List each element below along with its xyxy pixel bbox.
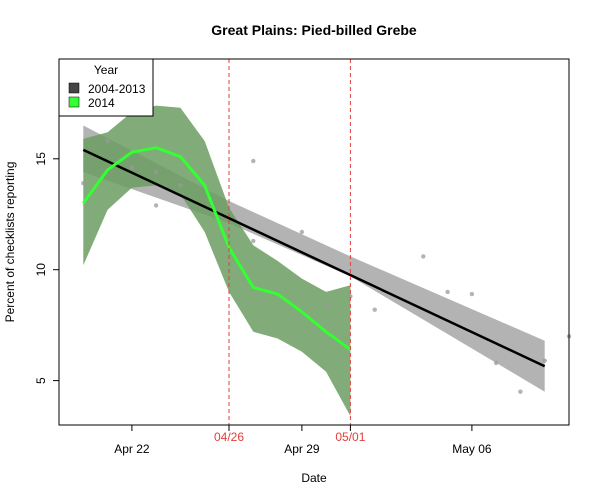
legend-label-2014: 2014 bbox=[88, 96, 115, 110]
band-2014 bbox=[83, 105, 351, 417]
scatter-point-1 bbox=[105, 138, 110, 144]
scatter-point-15 bbox=[469, 291, 475, 297]
y-tick-label-1: 10 bbox=[34, 263, 48, 277]
scatter-point-4 bbox=[153, 169, 159, 175]
reference-label-1: 05/01 bbox=[335, 430, 365, 444]
y-tick-label-2: 15 bbox=[34, 152, 48, 166]
x-axis: 04/26 05/01 Apr 22 Apr 29 May 06 bbox=[114, 425, 492, 456]
plot-layer bbox=[81, 59, 572, 425]
x-tick-label-1: Apr 29 bbox=[284, 442, 320, 456]
y-axis: 5 10 15 bbox=[34, 152, 59, 384]
legend-swatch-2014 bbox=[68, 96, 80, 108]
x-axis-title: Date bbox=[301, 471, 327, 485]
chart-title: Great Plains: Pied-billed Grebe bbox=[211, 22, 417, 38]
x-tick-label-2: May 06 bbox=[452, 442, 492, 456]
plot-frame bbox=[58, 58, 570, 426]
legend-swatch-2004-2013 bbox=[68, 82, 80, 94]
scatter-point-14 bbox=[445, 289, 450, 295]
reference-label-0: 04/26 bbox=[214, 430, 244, 444]
y-axis-title: Percent of checklists reporting bbox=[3, 162, 17, 323]
scatter-point-13 bbox=[421, 254, 426, 259]
legend-label-2004-2013: 2004-2013 bbox=[88, 82, 146, 96]
scatter-point-18 bbox=[542, 358, 547, 363]
legend: Year 2004-2013 2014 bbox=[58, 58, 154, 117]
scatter-point-3 bbox=[153, 203, 159, 208]
scatter-point-7 bbox=[251, 158, 256, 164]
scatter-point-0 bbox=[81, 181, 86, 186]
scatter-point-9 bbox=[299, 229, 305, 235]
scatter-point-10 bbox=[323, 303, 329, 308]
scatter-point-11 bbox=[348, 294, 353, 299]
line-2014 bbox=[82, 146, 352, 351]
scatter-point-8 bbox=[251, 238, 256, 244]
scatter-point-17 bbox=[518, 389, 523, 394]
scatter-point-12 bbox=[372, 307, 377, 312]
y-tick-label-0: 5 bbox=[34, 377, 48, 384]
legend-title: Year bbox=[94, 63, 118, 77]
x-tick-label-0: Apr 22 bbox=[114, 442, 150, 456]
line-2004-2013 bbox=[82, 148, 546, 368]
scatter-point-5 bbox=[178, 183, 183, 188]
scatter-point-16 bbox=[493, 360, 499, 366]
scatter-point-2 bbox=[129, 165, 135, 170]
